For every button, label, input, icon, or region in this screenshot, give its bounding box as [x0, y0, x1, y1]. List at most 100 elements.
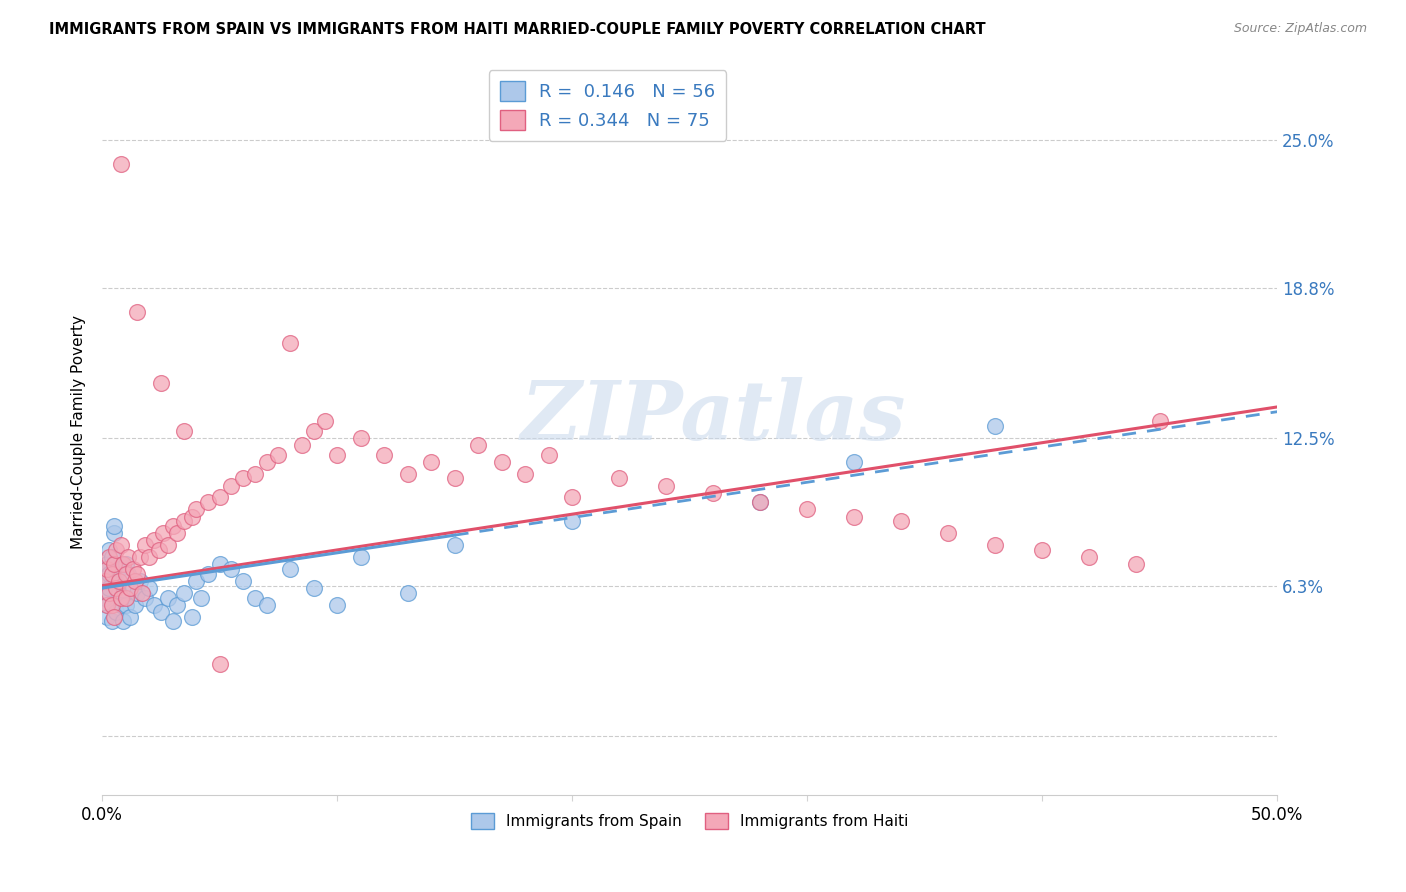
Point	[138, 550, 160, 565]
Point	[114, 591, 136, 605]
Point	[149, 605, 172, 619]
Point	[749, 495, 772, 509]
Point	[197, 566, 219, 581]
Point	[120, 609, 142, 624]
Point	[149, 376, 172, 390]
Point	[121, 562, 143, 576]
Point	[655, 478, 678, 492]
Point	[278, 562, 301, 576]
Point	[114, 598, 136, 612]
Point	[105, 581, 128, 595]
Point	[107, 574, 129, 588]
Point	[166, 526, 188, 541]
Point	[278, 335, 301, 350]
Point	[110, 591, 132, 605]
Point	[232, 471, 254, 485]
Point	[103, 526, 125, 541]
Point	[1125, 558, 1147, 572]
Point	[131, 586, 153, 600]
Point	[107, 586, 129, 600]
Point	[93, 574, 115, 588]
Point	[984, 419, 1007, 434]
Point	[373, 448, 395, 462]
Point	[110, 591, 132, 605]
Point	[127, 304, 149, 318]
Point	[186, 502, 208, 516]
Point	[96, 598, 118, 612]
Point	[142, 533, 165, 548]
Point	[148, 543, 170, 558]
Point	[100, 615, 122, 629]
Point	[138, 581, 160, 595]
Point	[142, 598, 165, 612]
Point	[796, 502, 818, 516]
Point	[936, 526, 959, 541]
Point	[134, 538, 156, 552]
Point	[208, 491, 231, 505]
Point	[134, 591, 156, 605]
Point	[515, 467, 537, 481]
Point	[96, 609, 118, 624]
Point	[127, 566, 149, 581]
Point	[100, 566, 122, 581]
Point	[326, 448, 349, 462]
Point	[256, 598, 278, 612]
Point	[232, 574, 254, 588]
Point	[162, 615, 184, 629]
Point	[844, 455, 866, 469]
Point	[127, 586, 149, 600]
Point	[197, 495, 219, 509]
Point	[180, 509, 202, 524]
Point	[93, 562, 115, 576]
Point	[156, 538, 179, 552]
Point	[221, 478, 243, 492]
Point	[105, 605, 128, 619]
Point	[152, 526, 174, 541]
Point	[491, 455, 513, 469]
Point	[166, 598, 188, 612]
Point	[291, 438, 314, 452]
Point	[190, 591, 212, 605]
Point	[890, 514, 912, 528]
Point	[561, 491, 583, 505]
Point	[396, 586, 419, 600]
Point	[243, 591, 266, 605]
Point	[105, 574, 128, 588]
Point	[98, 566, 121, 581]
Point	[103, 519, 125, 533]
Point	[156, 591, 179, 605]
Point	[420, 455, 443, 469]
Point	[844, 509, 866, 524]
Text: Source: ZipAtlas.com: Source: ZipAtlas.com	[1233, 22, 1367, 36]
Point	[243, 467, 266, 481]
Point	[98, 586, 121, 600]
Point	[350, 550, 373, 565]
Point	[162, 519, 184, 533]
Point	[1078, 550, 1101, 565]
Point	[98, 550, 121, 565]
Point	[124, 574, 146, 588]
Point	[110, 157, 132, 171]
Point	[1031, 543, 1053, 558]
Point	[100, 598, 122, 612]
Point	[93, 574, 115, 588]
Point	[443, 538, 465, 552]
Point	[396, 467, 419, 481]
Point	[112, 558, 135, 572]
Point	[443, 471, 465, 485]
Point	[173, 514, 195, 528]
Point	[326, 598, 349, 612]
Y-axis label: Married-Couple Family Poverty: Married-Couple Family Poverty	[72, 315, 86, 549]
Point	[256, 455, 278, 469]
Point	[267, 448, 290, 462]
Point	[112, 615, 135, 629]
Point	[96, 598, 118, 612]
Point	[314, 414, 336, 428]
Point	[98, 581, 121, 595]
Point	[117, 550, 139, 565]
Point	[186, 574, 208, 588]
Point	[350, 431, 373, 445]
Point	[121, 581, 143, 595]
Point	[105, 543, 128, 558]
Text: IMMIGRANTS FROM SPAIN VS IMMIGRANTS FROM HAITI MARRIED-COUPLE FAMILY POVERTY COR: IMMIGRANTS FROM SPAIN VS IMMIGRANTS FROM…	[49, 22, 986, 37]
